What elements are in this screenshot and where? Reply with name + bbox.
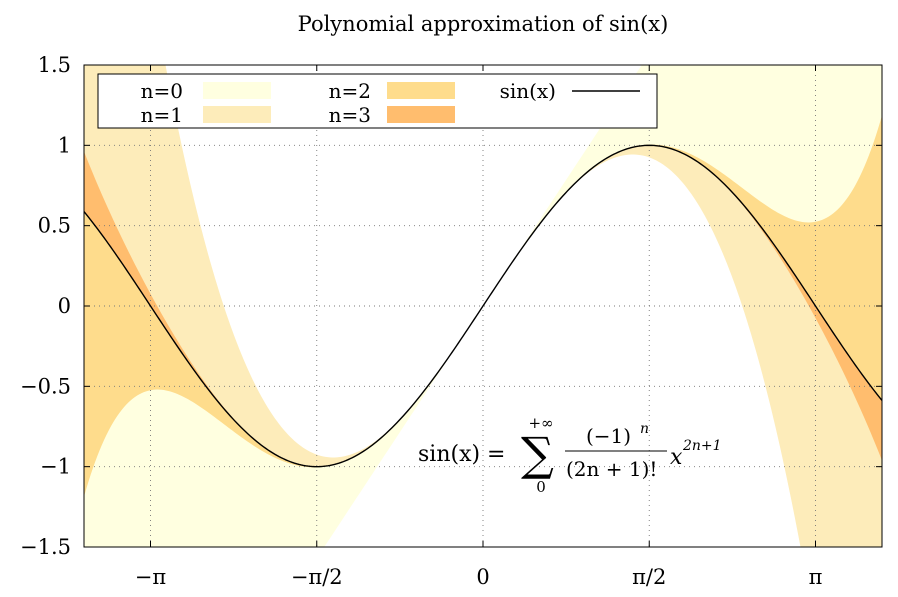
chart-title: Polynomial approximation of sin(x) [298, 12, 669, 36]
x-tick-label: −π [135, 565, 167, 589]
formula-factor-exp: 2n+1 [682, 438, 722, 454]
legend-label: n=2 [329, 79, 371, 103]
legend-box [97, 73, 658, 129]
y-tick-label: 0 [58, 294, 71, 318]
formula-sum-lower: 0 [536, 478, 546, 496]
legend: n=0n=1 n=2n=3 sin(x) [97, 73, 658, 129]
legend-swatch [387, 106, 455, 123]
legend-label: n=0 [141, 79, 183, 103]
y-tick-label: −1 [40, 455, 71, 479]
legend-label: n=3 [329, 103, 371, 127]
y-tick-label: 1 [58, 133, 71, 157]
formula-numerator-exp: n [640, 421, 649, 437]
y-tick-label: −0.5 [20, 374, 71, 398]
formula-denominator: (2n + 1)! [566, 457, 657, 481]
x-tick-label: π/2 [632, 565, 666, 589]
sine-curve-layer [84, 144, 882, 468]
formula-sum-sign: ∑ [521, 427, 554, 481]
x-tick-label: 0 [476, 565, 489, 589]
y-tick-label: 0.5 [38, 214, 71, 238]
legend-swatch [203, 82, 271, 99]
sine-line [84, 144, 882, 468]
y-tick-label: 1.5 [38, 53, 71, 77]
x-tick-label: π [809, 565, 823, 589]
formula-lhs: sin(x) = [418, 442, 506, 467]
series-formula: sin(x) = ∑+∞ 0 (−1) n (2n + 1)! x 2n+1 [418, 414, 722, 496]
legend-label: sin(x) [500, 79, 556, 103]
legend-swatch [387, 82, 455, 99]
legend-swatch [203, 106, 271, 123]
formula-numerator: (−1) [586, 424, 631, 448]
axis-ticks: −π −π/2 0 π/2 π −1.5 −1 −0.5 0 0.5 1 1.5 [20, 53, 882, 589]
formula-factor: x [670, 445, 683, 470]
formula-sum-upper: +∞ [528, 414, 553, 432]
y-tick-label: −1.5 [20, 535, 71, 559]
legend-label: n=1 [141, 103, 183, 127]
x-tick-label: −π/2 [291, 565, 343, 589]
